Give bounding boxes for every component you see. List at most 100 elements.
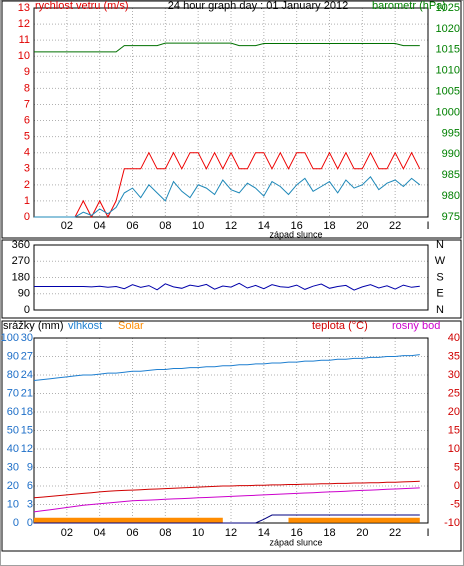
panel <box>1 320 462 552</box>
y-tick-label: 90 <box>7 350 19 362</box>
series-line <box>34 151 421 219</box>
series-line <box>33 487 420 513</box>
x-tick-label: 08 <box>159 220 171 232</box>
y-tick-label: 80 <box>7 369 19 381</box>
x-tick-label: 10 <box>192 527 204 539</box>
y3-tick-label: 18 <box>21 406 33 418</box>
y3-tick-label: 21 <box>21 387 33 399</box>
y3-tick-label: 9 <box>27 461 33 473</box>
x-tick-label: I <box>426 220 429 232</box>
y-tick-label: 12 <box>18 18 30 30</box>
y-tick-label: 180 <box>12 271 30 283</box>
x-tick-label: 06 <box>126 527 138 539</box>
y2-tick-label: 985 <box>442 169 460 181</box>
y2-tick-label: 10 <box>448 443 460 455</box>
y2-tick-label: N <box>436 239 444 251</box>
y2-tick-label: 1025 <box>436 2 460 14</box>
y3-tick-label: 27 <box>21 350 33 362</box>
x-tick-label: I <box>426 527 429 539</box>
y-tick-label: 3 <box>24 163 30 175</box>
x-tick-label: 16 <box>291 527 303 539</box>
legend-label: vlhkost <box>68 320 102 332</box>
y2-tick-label: -5 <box>450 498 460 510</box>
x-tick-label: 12 <box>225 220 237 232</box>
y2-tick-label: 1020 <box>436 23 460 35</box>
y-tick-label: 10 <box>18 50 30 62</box>
series-line <box>34 42 420 53</box>
y3-tick-label: 30 <box>21 332 33 344</box>
y-tick-label: 7 <box>24 98 30 110</box>
y-tick-label: 13 <box>18 2 30 14</box>
panel <box>1 239 462 319</box>
x-tick-label: 14 <box>258 220 270 232</box>
y-tick-label: 11 <box>19 34 30 46</box>
y3-tick-label: 24 <box>21 369 33 381</box>
axis-title: rychlost vetru (m/s) <box>35 0 129 12</box>
y-tick-label: 20 <box>7 480 19 492</box>
y-tick-label: 0 <box>24 211 30 223</box>
series-line <box>34 176 421 218</box>
y3-tick-label: 0 <box>27 517 33 529</box>
y-tick-label: 8 <box>24 82 30 94</box>
y2-tick-label: S <box>436 271 443 283</box>
series-line <box>33 480 420 499</box>
plot-frame <box>33 244 429 311</box>
y2-tick-label: 1010 <box>436 65 460 77</box>
y3-tick-label: 6 <box>27 480 33 492</box>
x-tick-label: 22 <box>389 527 401 539</box>
y2-tick-label: 35 <box>448 350 460 362</box>
y2-tick-label: 30 <box>448 369 460 381</box>
y3-tick-label: 15 <box>21 424 33 436</box>
y-tick-label: 50 <box>7 424 19 436</box>
x-tick-label: 20 <box>356 527 368 539</box>
y2-tick-label: 20 <box>448 406 460 418</box>
series-line <box>34 514 420 524</box>
y2-tick-label: 40 <box>448 332 460 344</box>
y-tick-label: 360 <box>12 239 30 251</box>
y2-tick-label: 975 <box>442 211 460 223</box>
y-tick-label: 4 <box>24 147 30 159</box>
y2-tick-label: 5 <box>454 461 460 473</box>
y-tick-label: 70 <box>7 387 19 399</box>
x-tick-label: 12 <box>225 527 237 539</box>
axis-title: barometr (hPa) <box>372 0 446 12</box>
axis-title: 24 hour graph day : 01 January 2012 <box>168 0 348 12</box>
x-tick-label: 04 <box>94 527 106 539</box>
y2-tick-label: 1005 <box>436 86 460 98</box>
x-tick-label: 08 <box>159 527 171 539</box>
x-tick-label: 14 <box>258 527 270 539</box>
x-tick-label: 06 <box>126 220 138 232</box>
legend-label: teplota (°C) <box>312 320 368 332</box>
y2-tick-label: 0 <box>454 480 460 492</box>
series-line <box>34 282 420 291</box>
x-tick-label: 16 <box>291 220 303 232</box>
y2-tick-label: W <box>435 255 446 267</box>
y-tick-label: 270 <box>12 255 30 267</box>
y2-tick-label: 995 <box>442 127 460 139</box>
y-tick-label: 6 <box>24 114 30 126</box>
y-tick-label: 100 <box>1 332 19 344</box>
y2-tick-label: 980 <box>442 190 460 202</box>
x-tick-label: 10 <box>192 220 204 232</box>
x-tick-label: 20 <box>356 220 368 232</box>
legend-label: Solar <box>118 320 144 332</box>
y3-tick-label: 3 <box>27 498 33 510</box>
annotation: západ slunce <box>269 229 322 239</box>
y2-tick-label: 1015 <box>436 44 460 56</box>
y-tick-label: 30 <box>7 461 19 473</box>
y2-tick-label: 25 <box>448 387 460 399</box>
series-line <box>33 354 420 381</box>
y-tick-label: 90 <box>18 288 30 300</box>
x-tick-label: 22 <box>389 220 401 232</box>
x-tick-label: 02 <box>61 527 73 539</box>
plot-frame <box>33 7 429 218</box>
y-tick-label: 0 <box>13 517 19 529</box>
annotation: západ slunce <box>269 537 322 547</box>
y-tick-label: 0 <box>24 304 30 316</box>
y2-tick-label: 990 <box>442 148 460 160</box>
legend-label: rosný bod <box>392 320 440 332</box>
y-tick-label: 60 <box>7 406 19 418</box>
y3-tick-label: 12 <box>21 443 33 455</box>
